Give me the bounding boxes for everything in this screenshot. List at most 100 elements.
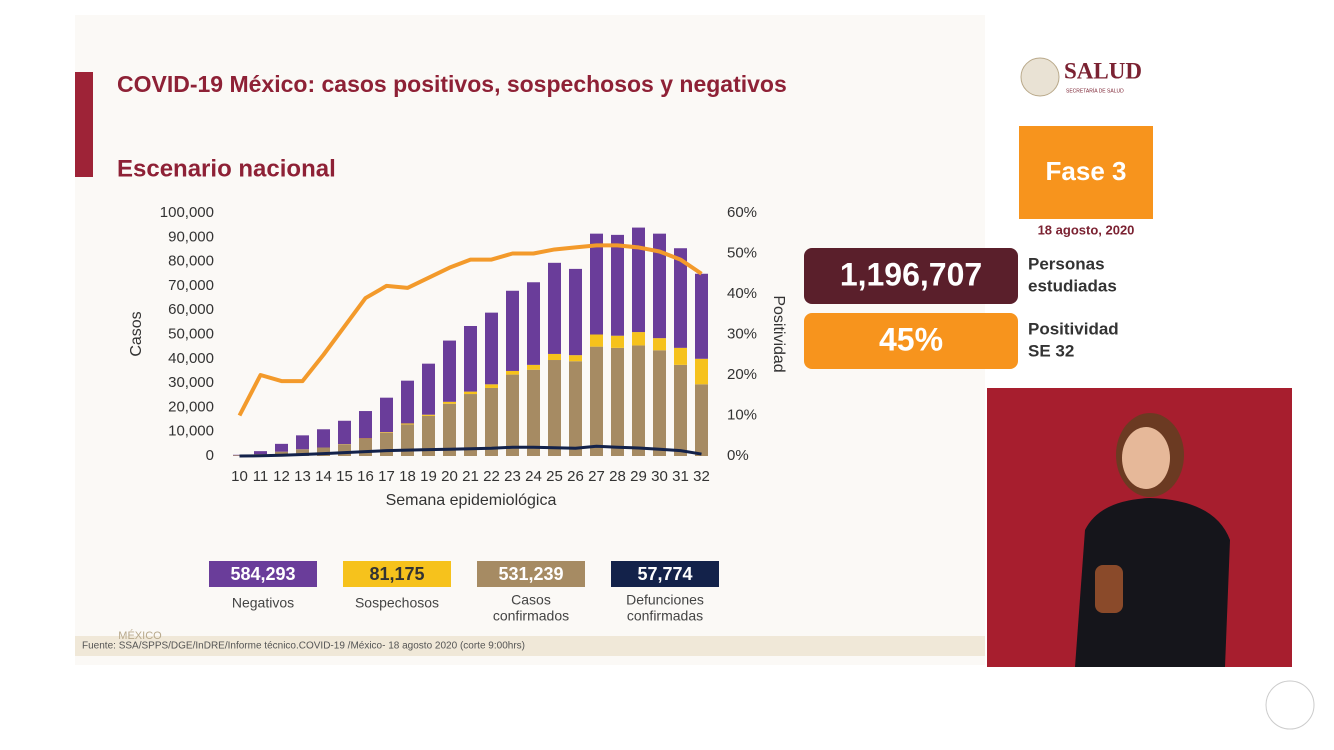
x-tick-label: 24 (525, 468, 542, 485)
y2-tick-label: 20% (727, 366, 757, 383)
x-tick-label: 10 (231, 468, 248, 485)
line (239, 444, 702, 458)
x-tick-label: 20 (441, 468, 458, 485)
bar-segment (422, 363, 435, 415)
bar-segment (695, 273, 708, 359)
accent-bar (75, 72, 93, 177)
bar-segment (632, 227, 645, 333)
bar-segment (443, 340, 456, 402)
x-tick-label: 11 (253, 468, 269, 485)
y-tick-label: 80,000 (168, 253, 214, 270)
legend-total: 584,293 (230, 564, 295, 584)
bar-segment (653, 233, 666, 339)
x-tick-label: 19 (420, 468, 437, 485)
brand-badge (1265, 680, 1315, 730)
bar-segment (254, 451, 267, 455)
bar-segment (338, 444, 351, 456)
bar-segment (674, 364, 687, 456)
bar-segment (590, 346, 603, 456)
stat-label: Positividad (1028, 319, 1119, 338)
y2-tick-label: 0% (727, 447, 749, 464)
interpreter-body (1075, 498, 1230, 667)
bar-segment (569, 361, 582, 456)
stat-label: Personas (1028, 254, 1105, 273)
x-tick-label: 32 (693, 468, 710, 485)
bar-segment (527, 282, 540, 365)
bar-segment (422, 415, 435, 456)
x-tick-label: 23 (504, 468, 521, 485)
x-tick-label: 31 (672, 468, 689, 485)
legend-label: confirmadas (627, 608, 703, 624)
bar-segment (653, 338, 666, 351)
y2-tick-label: 10% (727, 406, 757, 423)
logo-subtext: SECRETARÍA DE SALUD (1066, 87, 1124, 94)
bar-segment (527, 364, 540, 370)
stat-label: SE 32 (1028, 341, 1074, 360)
bar-segment (506, 374, 519, 456)
bar-segment (401, 380, 414, 424)
bar-segment (674, 347, 687, 365)
stat-value: 45% (879, 321, 943, 357)
bar-segment (464, 391, 477, 395)
bar-segment (548, 353, 561, 361)
bar-segment (380, 432, 393, 456)
bar-segment (296, 449, 309, 456)
legend-label: Casos (511, 592, 551, 608)
bar-segment (338, 420, 351, 445)
logo-text: SALUD (1064, 58, 1142, 83)
y2-tick-label: 60% (727, 204, 757, 221)
y2-tick-label: 30% (727, 325, 757, 342)
phase-text: Fase 3 (1046, 156, 1127, 186)
y2-axis-title: Positividad (770, 295, 787, 372)
bar-segment (275, 443, 288, 452)
bar-segment (485, 384, 498, 388)
bar-segment (485, 387, 498, 456)
x-tick-label: 26 (567, 468, 584, 485)
logo-emblem (1020, 57, 1060, 97)
y-tick-label: 60,000 (168, 301, 214, 318)
y-tick-label: 90,000 (168, 228, 214, 245)
bar-segment (359, 438, 372, 456)
bar-segment (422, 414, 435, 416)
x-tick-label: 29 (630, 468, 647, 485)
interpreter-face (1122, 427, 1170, 489)
line (237, 243, 703, 417)
footer-bar (75, 636, 985, 656)
footer-source: Fuente: SSA/SPPS/DGE/InDRE/Informe técni… (82, 641, 525, 652)
x-tick-label: 17 (378, 468, 395, 485)
y2-tick-label: 40% (727, 285, 757, 302)
bar-segment (464, 394, 477, 456)
bar-segment (506, 370, 519, 375)
legend-total: 81,175 (369, 564, 424, 584)
x-tick-label: 28 (609, 468, 626, 485)
bar-segment (569, 268, 582, 356)
bar-segment (611, 347, 624, 456)
legend-total: 531,239 (498, 564, 563, 584)
bar-segment (548, 262, 561, 354)
bar-segment (590, 334, 603, 347)
y-tick-label: 0 (206, 447, 214, 464)
stat-box (804, 248, 1018, 304)
y2-tick-label: 50% (727, 244, 757, 261)
x-tick-label: 18 (399, 468, 416, 485)
bar-segment (317, 429, 330, 448)
bar-segment (443, 403, 456, 456)
legend-label: Defunciones (626, 592, 704, 608)
bar-segment (632, 345, 645, 456)
y-axis-title: Casos (128, 311, 145, 356)
y-tick-label: 70,000 (168, 277, 214, 294)
legend-label: confirmados (493, 608, 569, 624)
bar-segment (380, 432, 393, 433)
legend-label: Sospechosos (355, 595, 439, 611)
y-tick-label: 30,000 (168, 374, 214, 391)
stat-box (804, 313, 1018, 369)
interpreter-hands (1095, 565, 1123, 613)
x-axis-title: Semana epidemiológica (386, 492, 557, 509)
slide-subtitle: Escenario nacional (117, 155, 336, 182)
bar-segment (653, 350, 666, 456)
bar-segment (548, 360, 561, 456)
x-tick-label: 22 (483, 468, 500, 485)
x-tick-label: 30 (651, 468, 668, 485)
bar-segment (695, 358, 708, 385)
